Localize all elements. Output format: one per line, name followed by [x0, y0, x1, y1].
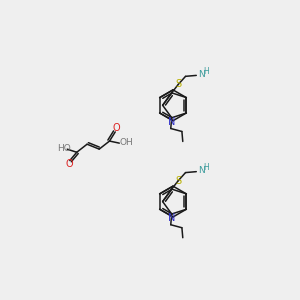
- Text: N: N: [198, 167, 205, 176]
- Text: N: N: [198, 70, 205, 79]
- Text: HO: HO: [57, 144, 71, 153]
- Text: S: S: [175, 79, 182, 89]
- Text: O: O: [65, 159, 73, 169]
- Text: H: H: [203, 67, 209, 76]
- Text: OH: OH: [119, 138, 133, 147]
- Text: O: O: [113, 123, 121, 133]
- Text: S: S: [175, 176, 182, 186]
- Text: N: N: [168, 117, 176, 127]
- Text: H: H: [203, 163, 209, 172]
- Text: N: N: [168, 213, 176, 223]
